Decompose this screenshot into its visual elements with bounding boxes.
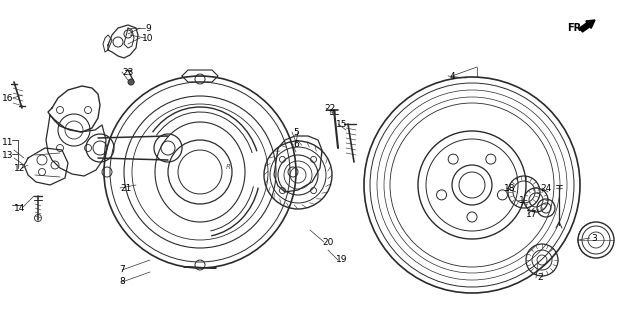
Text: 10: 10 [142, 34, 154, 43]
Text: 8: 8 [119, 277, 125, 286]
Text: 21: 21 [120, 183, 131, 193]
Text: FR.: FR. [567, 23, 585, 33]
Text: 11: 11 [3, 138, 14, 147]
Text: 7: 7 [119, 266, 125, 275]
Text: 18: 18 [505, 183, 516, 193]
Text: 20: 20 [322, 237, 334, 246]
Text: 24: 24 [540, 183, 552, 193]
Text: 9: 9 [145, 23, 151, 33]
Text: 12: 12 [14, 164, 26, 172]
Text: 4: 4 [449, 71, 455, 81]
Circle shape [128, 79, 134, 85]
Text: 15: 15 [336, 119, 348, 129]
Text: 1: 1 [519, 196, 525, 204]
Text: 17: 17 [526, 210, 538, 219]
Text: 3: 3 [591, 234, 597, 243]
Text: 6: 6 [293, 140, 299, 148]
Text: 5: 5 [293, 127, 299, 137]
Text: 23: 23 [122, 68, 134, 76]
Text: 19: 19 [336, 255, 348, 265]
Text: 16: 16 [3, 93, 14, 102]
Text: 14: 14 [14, 204, 26, 212]
Text: 22: 22 [324, 103, 336, 113]
Text: 13: 13 [3, 150, 14, 159]
Text: R: R [225, 164, 230, 170]
FancyArrow shape [580, 20, 595, 32]
Text: 2: 2 [537, 274, 543, 283]
